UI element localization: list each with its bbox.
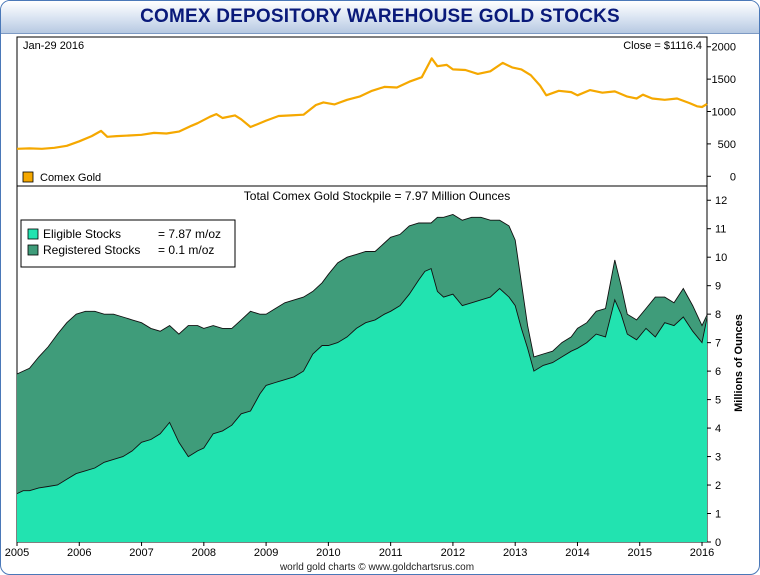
stocks-tick-label: 6 (715, 366, 721, 378)
eligible-legend-label: Eligible Stocks (43, 227, 121, 241)
y-axis-label: Millions of Ounces (733, 314, 745, 412)
eligible-stocks-area (17, 268, 707, 542)
x-tick-label: 2011 (379, 547, 403, 559)
comex-gold-legend-swatch (22, 171, 34, 183)
total-stocks-line (16, 214, 708, 375)
price-tick-label: 1500 (712, 74, 736, 86)
x-tick-label: 2009 (254, 547, 278, 559)
stocks-tick-label: 4 (715, 423, 721, 435)
eligible-legend-swatch (27, 228, 39, 240)
price-tick-label: 2000 (712, 42, 736, 54)
date-label: Jan-29 2016 (23, 40, 84, 52)
stocks-tick-label: 8 (715, 309, 721, 321)
x-tick-label: 2012 (441, 547, 465, 559)
gold-price-line (16, 57, 708, 150)
credit-text: world gold charts © www.goldchartsrus.co… (279, 562, 474, 573)
registered-legend-label: Registered Stocks (43, 243, 140, 257)
eligible-stocks-line (16, 267, 708, 495)
x-tick-label: 2006 (67, 547, 91, 559)
price-y-axis: 0 500 1000 1500 2000 (707, 42, 736, 183)
x-tick-label: 2016 (690, 547, 714, 559)
stockpile-title: Total Comex Gold Stockpile = 7.97 Millio… (244, 189, 510, 203)
title-bar: COMEX DEPOSITORY WAREHOUSE GOLD STOCKS (1, 1, 759, 34)
eligible-legend-value: = 7.87 m/oz (158, 227, 221, 241)
comex-gold-legend-label: Comex Gold (40, 172, 101, 184)
price-tick-label: 0 (730, 171, 736, 183)
x-tick-label: 2005 (5, 547, 29, 559)
stocks-tick-label: 1 (715, 509, 721, 521)
x-tick-label: 2013 (503, 547, 527, 559)
price-tick-label: 500 (718, 139, 736, 151)
stocks-tick-label: 5 (715, 395, 721, 407)
stocks-tick-label: 2 (715, 480, 721, 492)
x-axis: 2005 2006 2007 2008 2009 2010 2011 2012 2013 2014… (5, 542, 714, 559)
close-label: Close = $1116.4 (623, 40, 702, 52)
x-tick-label: 2014 (565, 547, 589, 559)
price-panel: 0 500 1000 1500 2000 Jan-29 2016 Close = $11… (16, 40, 736, 184)
stocks-tick-label: 7 (715, 338, 721, 350)
stocks-tick-label: 11 (715, 224, 726, 236)
stocks-tick-label: 10 (715, 252, 727, 264)
x-tick-label: 2008 (192, 547, 216, 559)
stocks-tick-label: 12 (715, 195, 727, 207)
stocks-legend (20, 219, 236, 268)
stocks-tick-label: 0 (715, 537, 721, 549)
chart-title: COMEX DEPOSITORY WAREHOUSE GOLD STOCKS (140, 6, 620, 27)
price-tick-label: 1000 (712, 107, 736, 119)
stocks-tick-label: 3 (715, 452, 721, 464)
registered-legend-swatch (27, 244, 39, 256)
x-tick-label: 2015 (628, 547, 652, 559)
x-tick-label: 2010 (316, 547, 340, 559)
x-tick-label: 2007 (129, 547, 153, 559)
registered-legend-value: = 0.1 m/oz (158, 243, 214, 257)
stocks-tick-label: 9 (715, 281, 721, 293)
